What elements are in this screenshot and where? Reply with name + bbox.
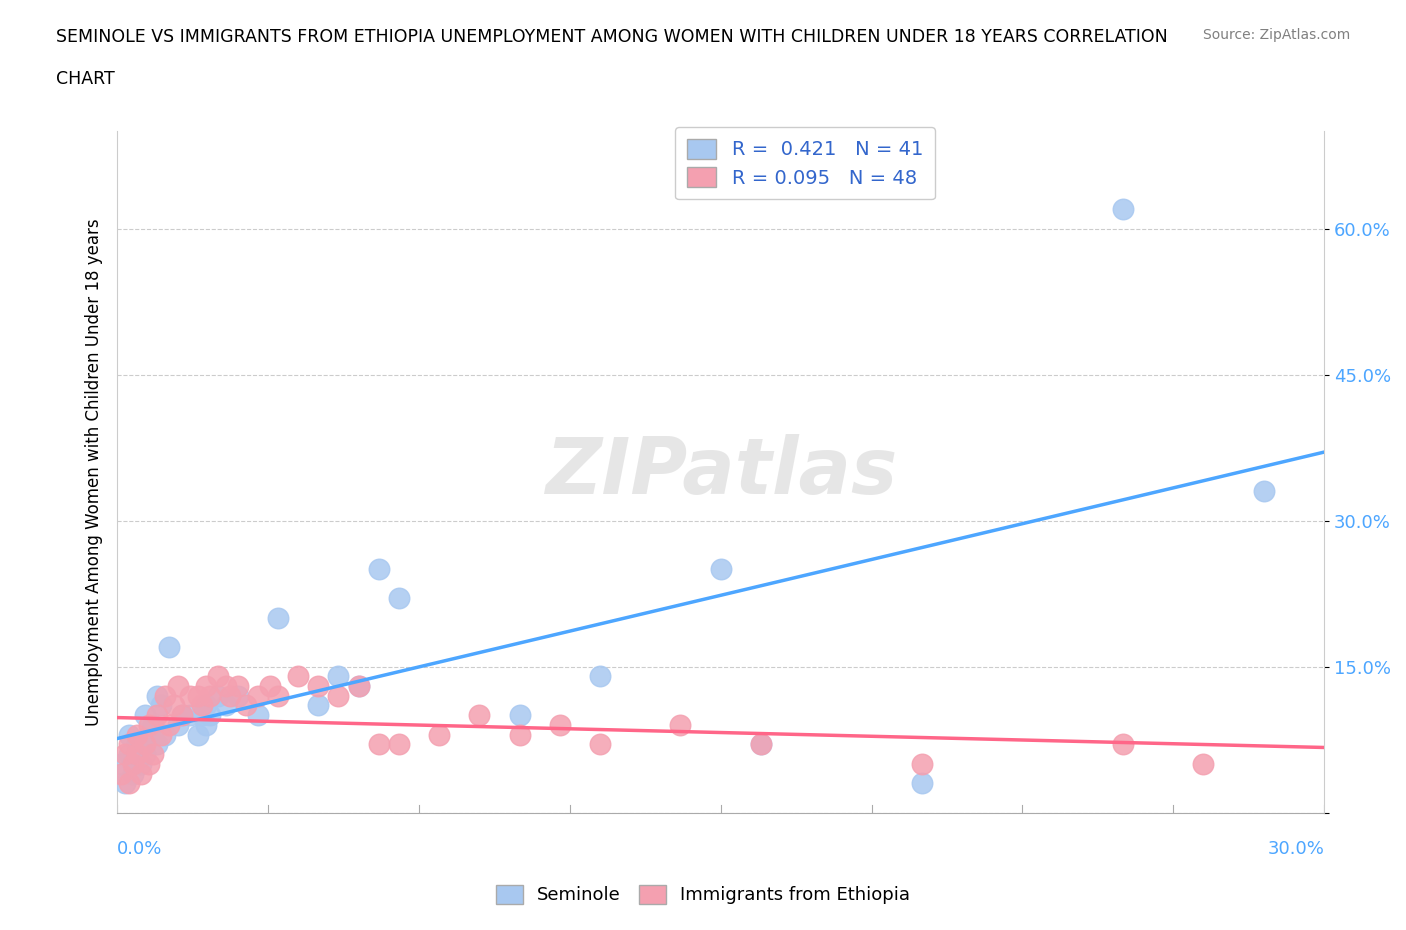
Point [122,756,145,771]
Point [118,737,141,751]
Point [911,756,934,771]
Point [194,718,217,733]
Point [114,747,136,762]
Point [1192,756,1215,771]
Point [166,679,188,694]
Point [134,708,156,723]
Point [328,669,350,684]
Point [118,776,141,790]
Point [122,766,145,781]
Point [131,766,153,781]
Legend: R =  0.421   N = 41, R = 0.095   N = 48: R = 0.421 N = 41, R = 0.095 N = 48 [675,127,935,199]
Point [179,688,201,703]
Point [134,737,156,751]
Point [110,756,132,771]
Point [267,688,290,703]
Point [508,727,530,742]
Point [198,688,221,703]
Point [247,708,270,723]
Point [710,562,733,577]
Point [142,718,165,733]
Point [166,718,188,733]
Point [589,669,612,684]
Point [1253,484,1275,498]
Point [218,688,240,703]
Point [388,591,411,605]
Point [179,708,201,723]
Point [367,737,389,751]
Point [589,737,612,751]
Point [110,766,132,781]
Point [247,688,270,703]
Point [1112,737,1135,751]
Point [155,727,177,742]
Point [215,679,238,694]
Point [118,747,141,762]
Point [127,737,149,751]
Text: SEMINOLE VS IMMIGRANTS FROM ETHIOPIA UNEMPLOYMENT AMONG WOMEN WITH CHILDREN UNDE: SEMINOLE VS IMMIGRANTS FROM ETHIOPIA UNE… [56,28,1168,46]
Point [508,708,530,723]
Point [134,747,156,762]
Point [468,708,491,723]
Text: Source: ZipAtlas.com: Source: ZipAtlas.com [1202,28,1350,42]
Point [146,688,169,703]
Point [159,718,181,733]
Point [367,562,389,577]
Point [267,610,290,625]
Point [207,669,229,684]
Point [307,698,329,713]
Point [548,718,571,733]
Text: ZIPatlas: ZIPatlas [544,434,897,510]
Point [749,737,772,751]
Point [138,756,160,771]
Point [142,747,165,762]
Point [138,727,160,742]
Point [198,708,221,723]
Point [226,679,249,694]
Point [347,679,370,694]
Point [159,640,181,655]
Point [388,737,411,751]
Point [749,737,772,751]
Point [187,727,209,742]
Point [427,727,450,742]
Legend: Seminole, Immigrants from Ethiopia: Seminole, Immigrants from Ethiopia [488,878,918,911]
Point [911,776,934,790]
Point [194,679,217,694]
Point [190,698,212,713]
Point [347,679,370,694]
Point [127,727,149,742]
Point [114,776,136,790]
Point [669,718,692,733]
Point [194,698,217,713]
Point [187,688,209,703]
Point [146,708,169,723]
Y-axis label: Unemployment Among Women with Children Under 18 years: Unemployment Among Women with Children U… [86,218,103,725]
Text: 0.0%: 0.0% [117,840,163,857]
Point [162,698,184,713]
Point [235,698,257,713]
Point [150,698,173,713]
Point [215,698,238,713]
Point [328,688,350,703]
Point [146,737,169,751]
Point [150,727,173,742]
Point [207,688,229,703]
Point [1112,202,1135,217]
Text: CHART: CHART [56,70,115,87]
Point [131,756,153,771]
Point [155,688,177,703]
Point [226,688,249,703]
Point [307,679,329,694]
Point [170,708,193,723]
Point [170,708,193,723]
Point [118,727,141,742]
Point [138,718,160,733]
Text: 30.0%: 30.0% [1267,840,1324,857]
Point [127,747,149,762]
Point [287,669,309,684]
Point [190,708,212,723]
Point [259,679,281,694]
